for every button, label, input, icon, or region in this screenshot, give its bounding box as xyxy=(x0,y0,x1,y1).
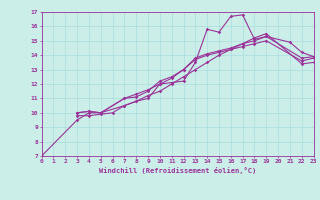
X-axis label: Windchill (Refroidissement éolien,°C): Windchill (Refroidissement éolien,°C) xyxy=(99,167,256,174)
